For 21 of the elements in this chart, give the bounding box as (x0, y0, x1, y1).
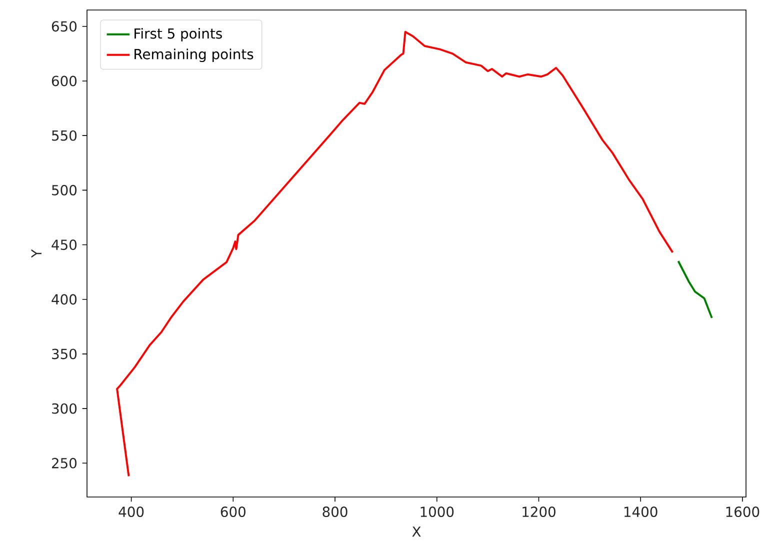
x-tick-label: 400 (118, 506, 144, 518)
x-tick-label: 1600 (726, 506, 760, 518)
line-series (677, 260, 713, 319)
legend-label: First 5 points (134, 28, 222, 42)
y-tick-label: 250 (52, 458, 77, 468)
y-tick-label: 350 (52, 348, 77, 360)
x-axis-title: X (412, 526, 421, 537)
y-tick-label: 550 (52, 130, 77, 141)
legend-label: Remaining points (134, 48, 254, 62)
x-tick-label: 600 (220, 506, 246, 518)
y-tick-label: 400 (52, 294, 77, 305)
y-tick-label: 600 (52, 76, 77, 86)
y-tick-label: 500 (52, 184, 77, 196)
y-axis-title: Y (31, 249, 42, 258)
x-tick-label: 1400 (624, 506, 658, 518)
x-tick-label: 800 (322, 506, 348, 518)
y-tick-label: 650 (52, 21, 77, 32)
x-tick-label: 1200 (522, 506, 556, 518)
y-tick-label: 300 (52, 403, 77, 414)
x-tick-label: 1000 (420, 506, 454, 518)
y-tick-label: 450 (52, 240, 77, 250)
